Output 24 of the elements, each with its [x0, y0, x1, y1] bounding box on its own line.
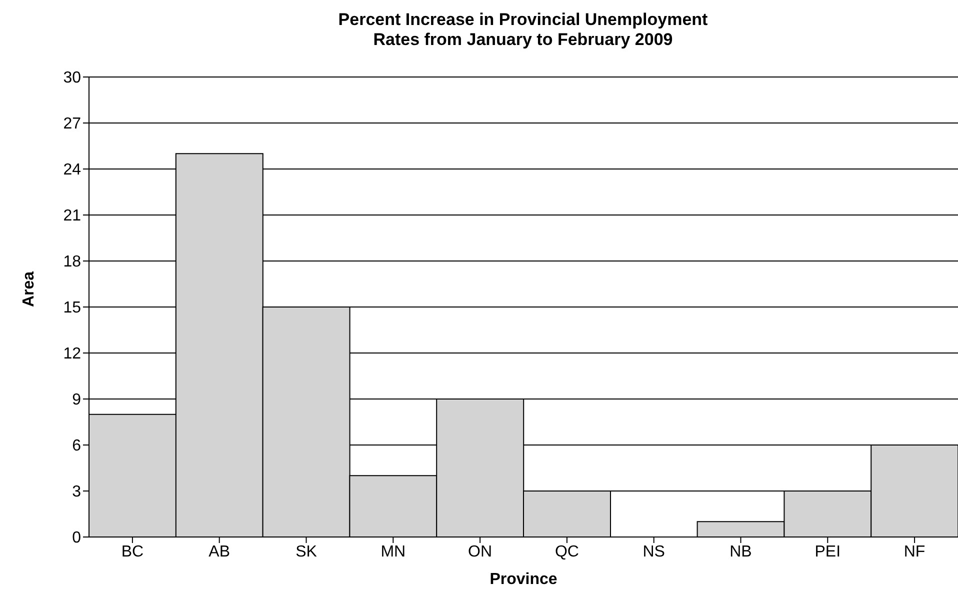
x-tick-label: NB [730, 543, 752, 560]
y-tick-label: 0 [72, 530, 82, 547]
y-tick-label: 3 [72, 484, 82, 501]
x-tick-label: NS [642, 543, 665, 560]
y-tick-label: 18 [63, 254, 82, 271]
y-axis-title: Area [20, 271, 38, 307]
y-tick-label: 6 [72, 438, 82, 455]
x-tick-label: ON [468, 543, 492, 560]
x-tick-label: QC [554, 543, 579, 560]
y-tick-label: 12 [63, 346, 82, 363]
chart-title: Percent Increase in Provincial Unemployment Rates from January to February 2009 [337, 10, 709, 50]
y-tick-label: 15 [63, 300, 82, 317]
y-tick-label: 24 [63, 162, 82, 179]
x-axis-title: Province [490, 571, 558, 588]
y-tick-label: 27 [63, 116, 82, 133]
x-tick-label: MN [380, 543, 406, 560]
y-tick-label: 9 [72, 392, 82, 409]
y-tick-label: 21 [63, 208, 82, 225]
x-tick-label: PEI [814, 543, 841, 560]
x-tick-label: SK [296, 543, 318, 560]
y-tick-label: 30 [63, 70, 82, 87]
x-tick-label: AB [208, 543, 230, 560]
x-tick-label: NF [904, 543, 926, 560]
x-tick-label: BC [121, 543, 144, 560]
